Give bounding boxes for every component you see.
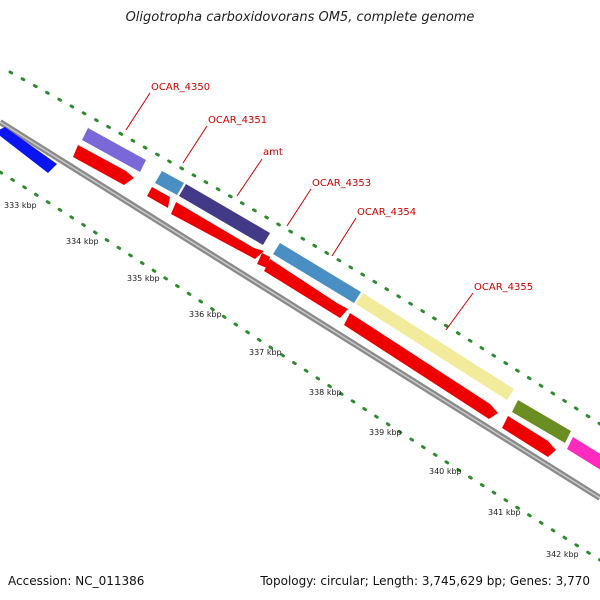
feature-bar-ocar-4351[interactable] [155, 171, 184, 195]
kbp-tick-labels: 333 kbp 334 kbp 335 kbp 336 kbp 337 kbp … [4, 201, 579, 559]
tick-label-334: 334 kbp [66, 237, 99, 246]
cds-arrow-small[interactable] [257, 253, 270, 268]
outer-features [0, 127, 600, 472]
tick-label-336: 336 kbp [189, 310, 222, 319]
cds-arrow-ocar-4355[interactable] [502, 416, 556, 457]
feature-bar-amt[interactable] [179, 184, 270, 245]
gene-label-amt[interactable]: amt [263, 147, 283, 158]
gene-label-ocar-4353[interactable]: OCAR_4353 [312, 178, 371, 189]
cds-arrows [73, 145, 556, 457]
tick-label-342: 342 kbp [546, 550, 579, 559]
tick-label-333: 333 kbp [4, 201, 37, 210]
accession-text: Accession: NC_011386 [8, 574, 145, 588]
feature-bar-blue[interactable] [0, 127, 57, 173]
lower-tick-track [0, 170, 600, 562]
tick-label-337: 337 kbp [249, 348, 282, 357]
tick-label-339: 339 kbp [369, 428, 402, 437]
cds-arrow-ocar-4353[interactable] [264, 259, 348, 318]
topology-text: Topology: circular; Length: 3,745,629 bp… [260, 574, 590, 588]
tick-label-338: 338 kbp [309, 388, 342, 397]
gene-labels: OCAR_4350 OCAR_4351 amt OCAR_4353 OCAR_4… [125, 82, 533, 331]
gene-label-ocar-4350[interactable]: OCAR_4350 [151, 82, 210, 93]
feature-bar-olive[interactable] [512, 400, 571, 443]
feature-bar-ocar-4353[interactable] [273, 243, 361, 303]
tick-label-340: 340 kbp [429, 467, 462, 476]
feature-bar-magenta[interactable] [567, 437, 600, 472]
cds-arrow-ocar-4350[interactable] [73, 145, 134, 185]
cds-arrow-ocar-4351[interactable] [147, 187, 170, 208]
cds-arrow-amt[interactable] [171, 202, 264, 259]
feature-bar-ocar-4350[interactable] [82, 128, 146, 172]
feature-bar-ocar-4355[interactable] [356, 293, 514, 400]
map-title: Oligotropha carboxidovorans OM5, complet… [125, 10, 475, 25]
genome-backbone-highlight [0, 121, 600, 499]
gene-label-ocar-4354[interactable]: OCAR_4354 [357, 207, 416, 218]
tick-label-335: 335 kbp [127, 274, 160, 283]
upper-tick-track [8, 70, 600, 426]
cds-arrow-ocar-4354[interactable] [344, 313, 498, 419]
tick-label-341: 341 kbp [488, 508, 521, 517]
gene-label-ocar-4355[interactable]: OCAR_4355 [474, 282, 533, 293]
gene-label-ocar-4351[interactable]: OCAR_4351 [208, 115, 267, 126]
